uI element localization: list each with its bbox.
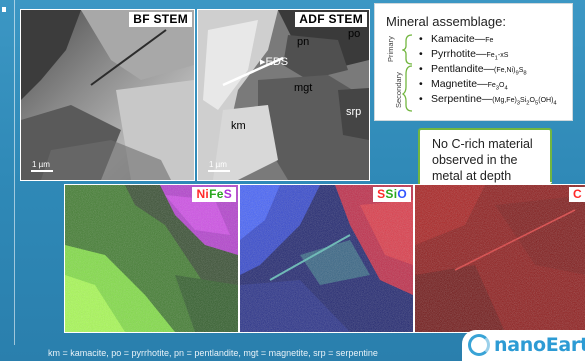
bf-stem-image (21, 10, 194, 180)
adf-stem-label: ADF STEM (295, 12, 367, 27)
nanoearth-logo: nanoEarth (462, 330, 585, 361)
bf-scale-text: 1 µm (32, 160, 50, 169)
list-item: • Kamacite—Fe (419, 33, 494, 45)
adf-scale-bar (208, 170, 230, 172)
corner-marker (2, 7, 6, 12)
adf-label-km: km (231, 120, 246, 132)
c-map-label: C (569, 187, 585, 202)
abbreviation-footer: km = kamacite, po = pyrrhotite, pn = pen… (48, 348, 378, 358)
nifes-map-label: NiFeS (192, 187, 236, 202)
left-guide-line (14, 0, 15, 345)
mineral-assemblage-box: Mineral assemblage: Primary Secondary • K… (374, 3, 573, 121)
ssio-map-panel: SSiO (239, 184, 414, 333)
primary-label: Primary (386, 36, 395, 62)
bf-stem-panel: BF STEM 1 µm (20, 9, 195, 181)
adf-stem-panel: ADF STEM pn po ▸EDS mgt km srp 1 µm (197, 9, 370, 181)
ssio-map-label: SSiO (373, 187, 411, 202)
adf-label-mgt: mgt (294, 82, 313, 94)
adf-label-po: po (348, 28, 361, 40)
ssio-map-image (240, 185, 413, 332)
mineral-list: • Kamacite—Fe • Pyrrhotite—Fe1-xS • Pentlan… (419, 32, 557, 107)
grouping-brace (402, 34, 413, 112)
bf-stem-label: BF STEM (129, 12, 192, 27)
mineral-assemblage-title: Mineral assemblage: (386, 14, 506, 29)
logo-swirl-icon (468, 334, 490, 356)
list-item: • Pyrrhotite—Fe1-xS (419, 48, 509, 62)
c-map-image (415, 185, 585, 332)
nifes-map-image (65, 185, 238, 332)
list-item: • Serpentine—(Mg,Fe)3Si2O5(OH)4 (419, 93, 557, 107)
list-item: • Magnetite—Fe3O4 (419, 78, 508, 92)
adf-label-eds-text: EDS (265, 56, 289, 68)
adf-scale-text: 1 µm (209, 160, 227, 169)
list-item: • Pentlandite—(Fe,Ni)9S8 (419, 63, 527, 77)
adf-label-pn: pn (297, 36, 310, 48)
logo-text: nanoEarth (494, 334, 585, 356)
adf-label-eds: ▸EDS (260, 56, 289, 68)
adf-stem-image (198, 10, 369, 180)
adf-label-srp: srp (346, 106, 362, 118)
nifes-map-panel: NiFeS (64, 184, 239, 333)
bf-scale-bar (31, 170, 53, 172)
note-text: No C-rich material observed in the metal… (432, 137, 533, 183)
c-map-panel: C (414, 184, 585, 333)
